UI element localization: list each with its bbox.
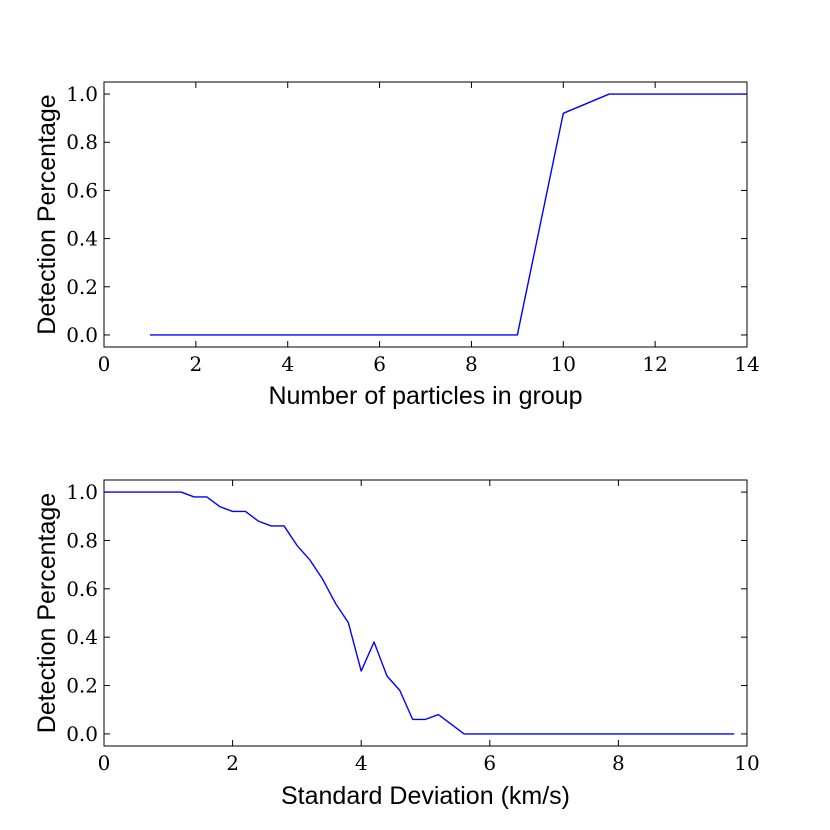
y-tick-label: 1.0	[66, 82, 98, 106]
x-tick-label: 8	[612, 751, 625, 775]
x-tick-label: 12	[642, 352, 667, 376]
series-line-detection	[149, 93, 747, 336]
series-marks	[104, 491, 735, 735]
y-tick-label: 1.0	[66, 480, 98, 504]
y-tick-label: 0.6	[66, 577, 98, 601]
y-tick-label: 0.8	[66, 528, 98, 552]
x-tick-label: 2	[189, 352, 202, 376]
y-ticks: 0.0 0.2 0.4 0.6 0.8 1.0	[66, 480, 747, 746]
y-tick-label: 0.6	[66, 178, 98, 202]
plot-area-frame	[103, 81, 748, 348]
x-tick-label: 10	[551, 352, 576, 376]
y-tick-label: 0.0	[66, 323, 98, 347]
x-axis-label: Number of particles in group	[268, 382, 582, 410]
x-tick-label: 6	[483, 751, 496, 775]
y-tick-label: 0.2	[66, 674, 98, 698]
x-ticks: 0 2 4 6 8 10	[98, 480, 760, 775]
chart-standard-deviation: 0 2 4 6 8 10 0.0 0.2 0.4 0.6 0.8 1.0 Standard Devi…	[33, 479, 760, 810]
y-tick-label: 0.8	[66, 130, 98, 154]
x-axis-label: Standard Deviation (km/s)	[281, 782, 570, 810]
x-tick-label: 6	[373, 352, 386, 376]
x-tick-label: 2	[226, 751, 239, 775]
x-ticks: 0 2 4 6 8 10 12 14	[98, 82, 760, 376]
y-tick-label: 0.4	[66, 625, 98, 649]
x-tick-label: 8	[465, 352, 478, 376]
series-line-detection	[104, 491, 735, 735]
x-tick-label: 0	[98, 751, 111, 775]
y-tick-label: 0.4	[66, 227, 98, 251]
x-tick-label: 4	[281, 352, 294, 376]
y-tick-label: 0.0	[66, 722, 98, 746]
y-ticks: 0.0 0.2 0.4 0.6 0.8 1.0	[66, 82, 747, 347]
chart-particles-in-group: 0 2 4 6 8 10 12 14 0.0 0.2 0.4 0.6 0.8 1.0 Number of…	[33, 81, 760, 410]
plot-area-frame	[103, 479, 748, 747]
y-tick-label: 0.2	[66, 275, 98, 299]
series-marks	[149, 93, 747, 336]
y-axis-label: Detection Percentage	[33, 493, 61, 733]
x-tick-label: 0	[98, 352, 111, 376]
x-tick-label: 10	[734, 751, 759, 775]
x-tick-label: 4	[355, 751, 368, 775]
x-tick-label: 14	[734, 352, 759, 376]
y-axis-label: Detection Percentage	[33, 94, 61, 334]
